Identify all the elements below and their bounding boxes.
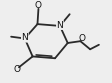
Text: N: N bbox=[21, 33, 28, 42]
Text: O: O bbox=[13, 65, 20, 74]
Text: O: O bbox=[35, 1, 42, 10]
Text: N: N bbox=[57, 21, 63, 30]
Text: O: O bbox=[79, 34, 86, 43]
